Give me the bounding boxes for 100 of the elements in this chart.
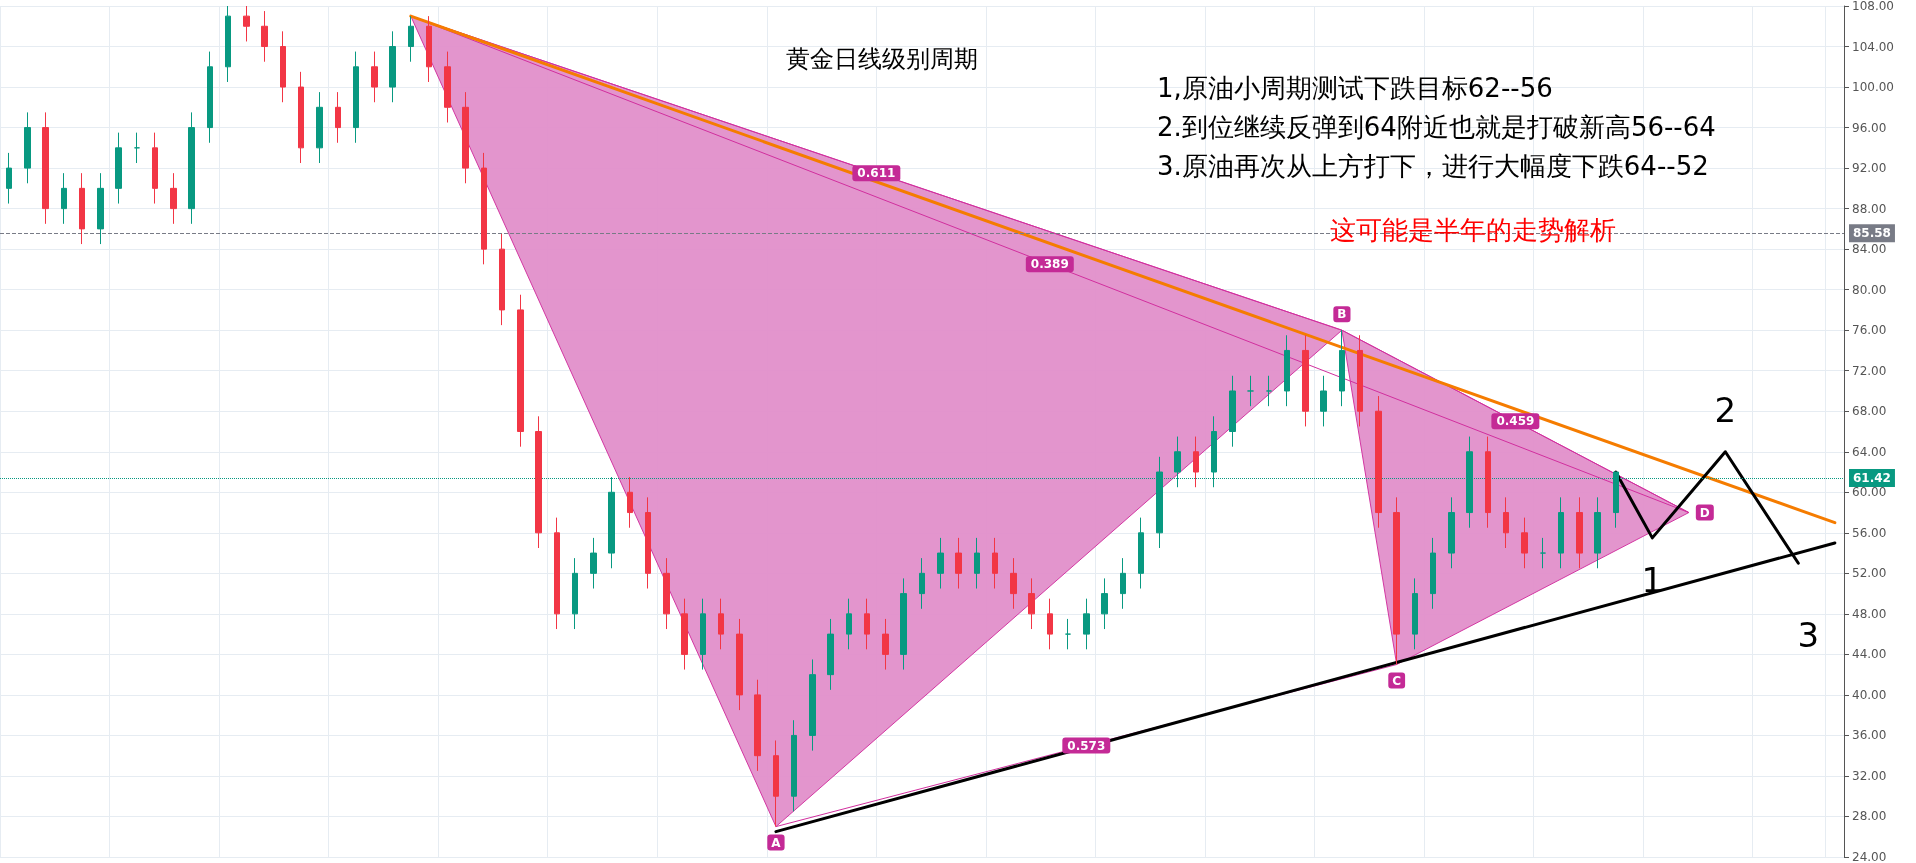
candlestick	[974, 537, 980, 590]
candlestick	[371, 51, 378, 103]
candlestick	[1393, 496, 1400, 666]
y-tick-label: 68.00	[1852, 404, 1887, 419]
candlestick	[1521, 517, 1528, 569]
candlestick	[791, 719, 797, 812]
candlestick	[900, 577, 907, 671]
candlestick	[42, 111, 49, 225]
candlestick	[1138, 517, 1144, 590]
candlestick	[663, 557, 670, 630]
candlestick	[408, 15, 414, 63]
candlestick	[1047, 598, 1053, 650]
candlestick	[1010, 557, 1017, 610]
y-tick-label: 32.00	[1852, 768, 1887, 783]
annotation: A	[771, 835, 782, 850]
candlestick	[134, 132, 140, 164]
candlestick	[499, 233, 505, 326]
candlestick	[1284, 334, 1290, 407]
candlestick	[882, 618, 889, 671]
candlestick	[1083, 598, 1090, 650]
candlestick	[316, 91, 323, 164]
annotation: 3.原油再次从上方打下，进行大幅度下跌64--52	[1157, 151, 1709, 181]
candlestick	[1448, 496, 1455, 569]
y-tick-label: 96.00	[1852, 120, 1887, 135]
candlestick	[773, 739, 779, 828]
candlestick	[97, 172, 104, 245]
candlestick	[298, 71, 304, 164]
y-tick-label: 52.00	[1852, 566, 1887, 581]
candlestick	[261, 10, 268, 63]
candlestick	[481, 152, 487, 265]
annotation: 0.611	[857, 166, 896, 181]
y-tick-label: 64.00	[1852, 444, 1887, 459]
y-tick-label: 76.00	[1852, 323, 1887, 338]
ref-line-label: 85.58	[1853, 226, 1891, 241]
candlestick	[115, 132, 122, 205]
candlestick	[243, 5, 250, 42]
y-tick-label: 104.00	[1852, 39, 1894, 54]
y-tick-label: 24.00	[1852, 850, 1887, 863]
candlestick	[554, 517, 560, 630]
candlestick	[627, 476, 633, 529]
y-tick-label: 88.00	[1852, 201, 1887, 216]
candlestick	[1540, 537, 1546, 569]
candlestick	[1357, 334, 1363, 427]
y-tick-label: 92.00	[1852, 161, 1887, 176]
candlestick	[937, 537, 944, 590]
candlestick	[718, 598, 724, 650]
y-tick-label: 36.00	[1852, 728, 1887, 743]
candlestick	[1412, 577, 1418, 650]
candlestick	[736, 618, 743, 711]
candlestick	[590, 537, 597, 590]
candlestick	[207, 51, 213, 144]
candlestick	[517, 294, 524, 448]
candlestick	[1247, 375, 1254, 407]
candlestick	[462, 91, 469, 184]
candlestick	[24, 111, 31, 184]
y-tick-label: 108.00	[1852, 0, 1894, 13]
candlestick	[1503, 496, 1509, 549]
candlestick	[919, 557, 925, 610]
candlestick	[645, 496, 651, 590]
candlestick	[79, 172, 85, 245]
annotation: 2.到位继续反弹到64附近也就是打破新高56--64	[1157, 112, 1716, 142]
candlestick	[1375, 395, 1382, 529]
candlestick	[1065, 618, 1071, 650]
y-tick-label: 28.00	[1852, 809, 1887, 824]
candlestick	[535, 415, 542, 549]
text: 黄金日线级别周期	[786, 45, 978, 73]
candlestick	[1594, 496, 1601, 569]
y-tick-label: 44.00	[1852, 647, 1887, 662]
candlestick	[1101, 577, 1108, 630]
candlestick	[827, 618, 834, 691]
candlestick	[1120, 557, 1126, 610]
y-tick-label: 72.00	[1852, 363, 1887, 378]
candlestick	[681, 598, 688, 671]
annotation: 0.573	[1067, 738, 1106, 753]
candlestick	[225, 5, 231, 83]
candlestick	[1430, 537, 1436, 610]
candlestick	[1229, 375, 1236, 448]
candlestick	[353, 51, 359, 144]
candlestick	[1576, 496, 1583, 569]
annotation: 0.389	[1030, 257, 1069, 272]
y-tick-label: 48.00	[1852, 606, 1887, 621]
candlestick	[809, 658, 816, 752]
candlestick	[1320, 375, 1327, 427]
candlestick	[1302, 334, 1309, 427]
candlestick	[1193, 436, 1199, 488]
candlestick	[170, 172, 177, 225]
annotation: B	[1337, 307, 1347, 322]
candlestick	[389, 30, 396, 103]
candlestick	[1558, 496, 1564, 569]
candlestick	[152, 132, 158, 205]
candlestick	[426, 15, 432, 83]
candlestick	[1028, 577, 1035, 630]
y-tick-label: 84.00	[1852, 242, 1887, 257]
y-tick-label: 40.00	[1852, 687, 1887, 702]
candlestick	[846, 598, 852, 650]
candlestick	[1266, 375, 1272, 407]
candlestick	[992, 537, 998, 590]
candlestick	[1485, 436, 1491, 529]
annotation: 3	[1797, 615, 1820, 656]
candlestick	[1339, 329, 1345, 407]
